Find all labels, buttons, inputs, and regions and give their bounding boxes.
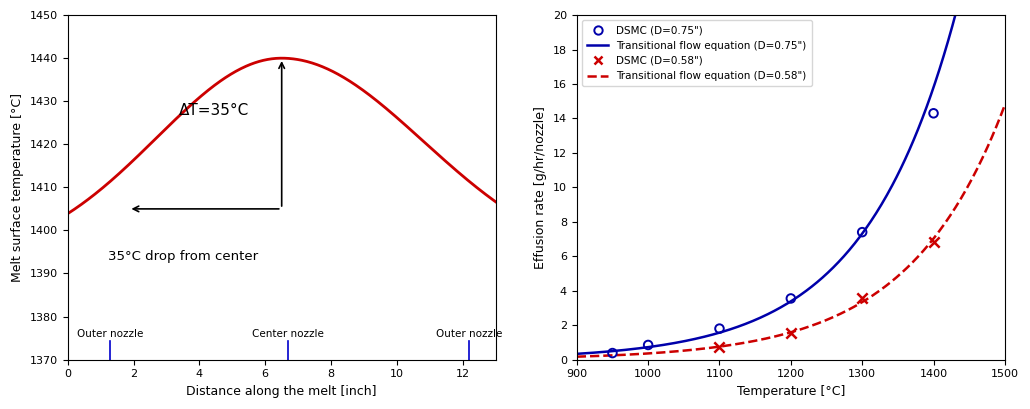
Point (605, 350, 621, 356)
Y-axis label: Melt surface temperature [°C]: Melt surface temperature [°C] (11, 93, 24, 282)
Text: Outer nozzle: Outer nozzle (437, 328, 503, 339)
Y-axis label: Effusion rate [g/hr/nozzle]: Effusion rate [g/hr/nozzle] (535, 106, 547, 269)
Text: Outer nozzle: Outer nozzle (77, 328, 143, 339)
Text: 35°C drop from center: 35°C drop from center (108, 250, 258, 263)
Text: ΔT=35°C: ΔT=35°C (178, 103, 249, 119)
X-axis label: Temperature [°C]: Temperature [°C] (736, 385, 845, 398)
Point (712, 344, 728, 350)
Legend: DSMC (D=0.75"), Transitional flow equation (D=0.75"), DSMC (D=0.58"), Transition: DSMC (D=0.75"), Transitional flow equati… (582, 20, 812, 86)
Point (854, 295, 870, 302)
Point (640, 342, 656, 348)
Point (783, 295, 799, 302)
X-axis label: Distance along the melt [inch]: Distance along the melt [inch] (186, 385, 377, 398)
Text: Center nozzle: Center nozzle (252, 328, 324, 339)
Point (925, 110, 941, 117)
Point (783, 330, 799, 336)
Point (925, 239, 941, 246)
Point (712, 325, 728, 332)
Point (854, 229, 870, 236)
